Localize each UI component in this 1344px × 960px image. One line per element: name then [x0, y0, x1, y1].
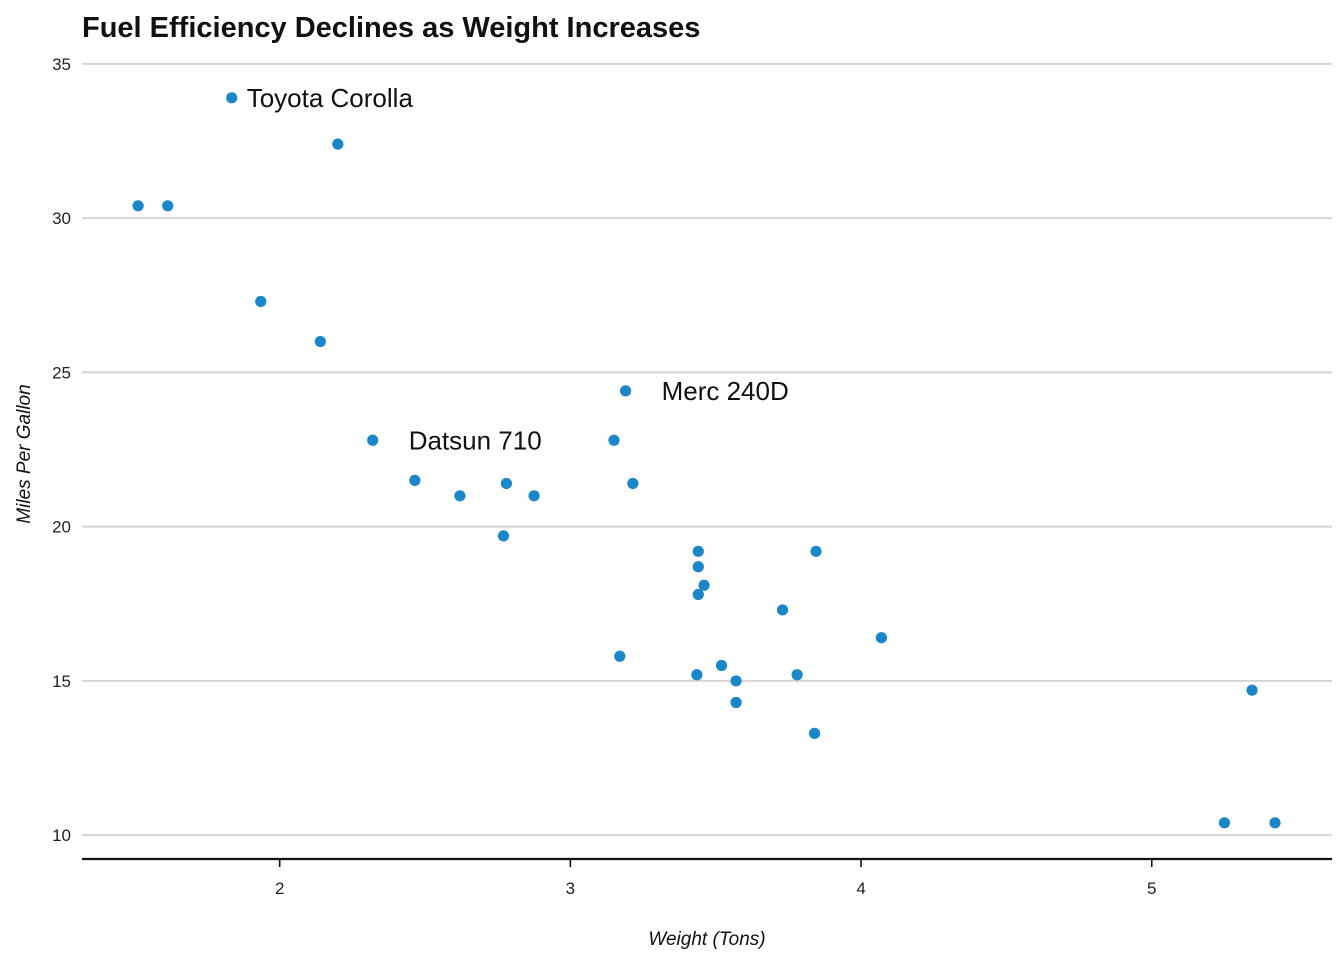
data-point: [255, 295, 267, 308]
data-point: [367, 434, 379, 446]
y-tick-label: 15: [52, 672, 71, 691]
y-tick-label: 30: [52, 209, 71, 228]
data-point: [698, 579, 710, 591]
point-label: Datsun 710: [409, 425, 542, 455]
data-point: [500, 477, 513, 490]
data-point: [791, 669, 803, 681]
data-point: [1269, 817, 1281, 829]
data-point: [409, 474, 421, 486]
data-points: [132, 92, 1281, 829]
data-point: [692, 561, 704, 573]
y-tick-label: 10: [52, 826, 71, 845]
chart-title: Fuel Efficiency Declines as Weight Incre…: [82, 12, 701, 44]
y-tick-label: 25: [52, 363, 71, 382]
data-point: [614, 650, 626, 662]
data-point: [776, 604, 789, 616]
data-point: [715, 659, 728, 672]
point-label: Merc 240D: [662, 376, 789, 406]
y-tick-label: 35: [52, 55, 71, 74]
data-point: [226, 92, 238, 104]
x-axis-title: Weight (Tons): [648, 929, 765, 950]
y-axis-title: Miles Per Gallon: [14, 384, 35, 523]
point-label: Toyota Corolla: [247, 83, 414, 113]
data-point: [528, 490, 540, 502]
data-point: [808, 727, 821, 739]
data-point: [1218, 817, 1231, 829]
data-point: [810, 545, 822, 557]
data-point: [162, 200, 174, 212]
data-point: [497, 530, 510, 542]
data-point: [132, 200, 144, 212]
gridlines: [82, 62, 1332, 837]
data-point: [332, 138, 344, 150]
data-point: [730, 675, 742, 687]
data-point: [620, 385, 632, 397]
y-axis-ticks: 10 15 20 25 30 35: [52, 55, 71, 845]
x-axis-ticks: 2 3 4 5: [275, 859, 1157, 898]
data-point: [454, 490, 466, 502]
data-point: [875, 632, 888, 644]
data-point: [730, 696, 742, 709]
x-tick-label: 4: [856, 879, 865, 898]
x-tick-label: 5: [1147, 879, 1156, 898]
data-point: [627, 477, 639, 490]
data-point: [691, 669, 703, 681]
data-point: [692, 545, 704, 557]
y-tick-label: 20: [52, 518, 71, 537]
x-tick-label: 3: [566, 879, 575, 898]
data-point: [692, 588, 704, 601]
x-tick-label: 2: [275, 879, 284, 898]
data-point: [314, 335, 326, 348]
point-labels: Datsun 710 Merc 240D Toyota Corolla: [247, 83, 789, 455]
data-point: [608, 434, 620, 446]
data-point: [1246, 684, 1258, 696]
